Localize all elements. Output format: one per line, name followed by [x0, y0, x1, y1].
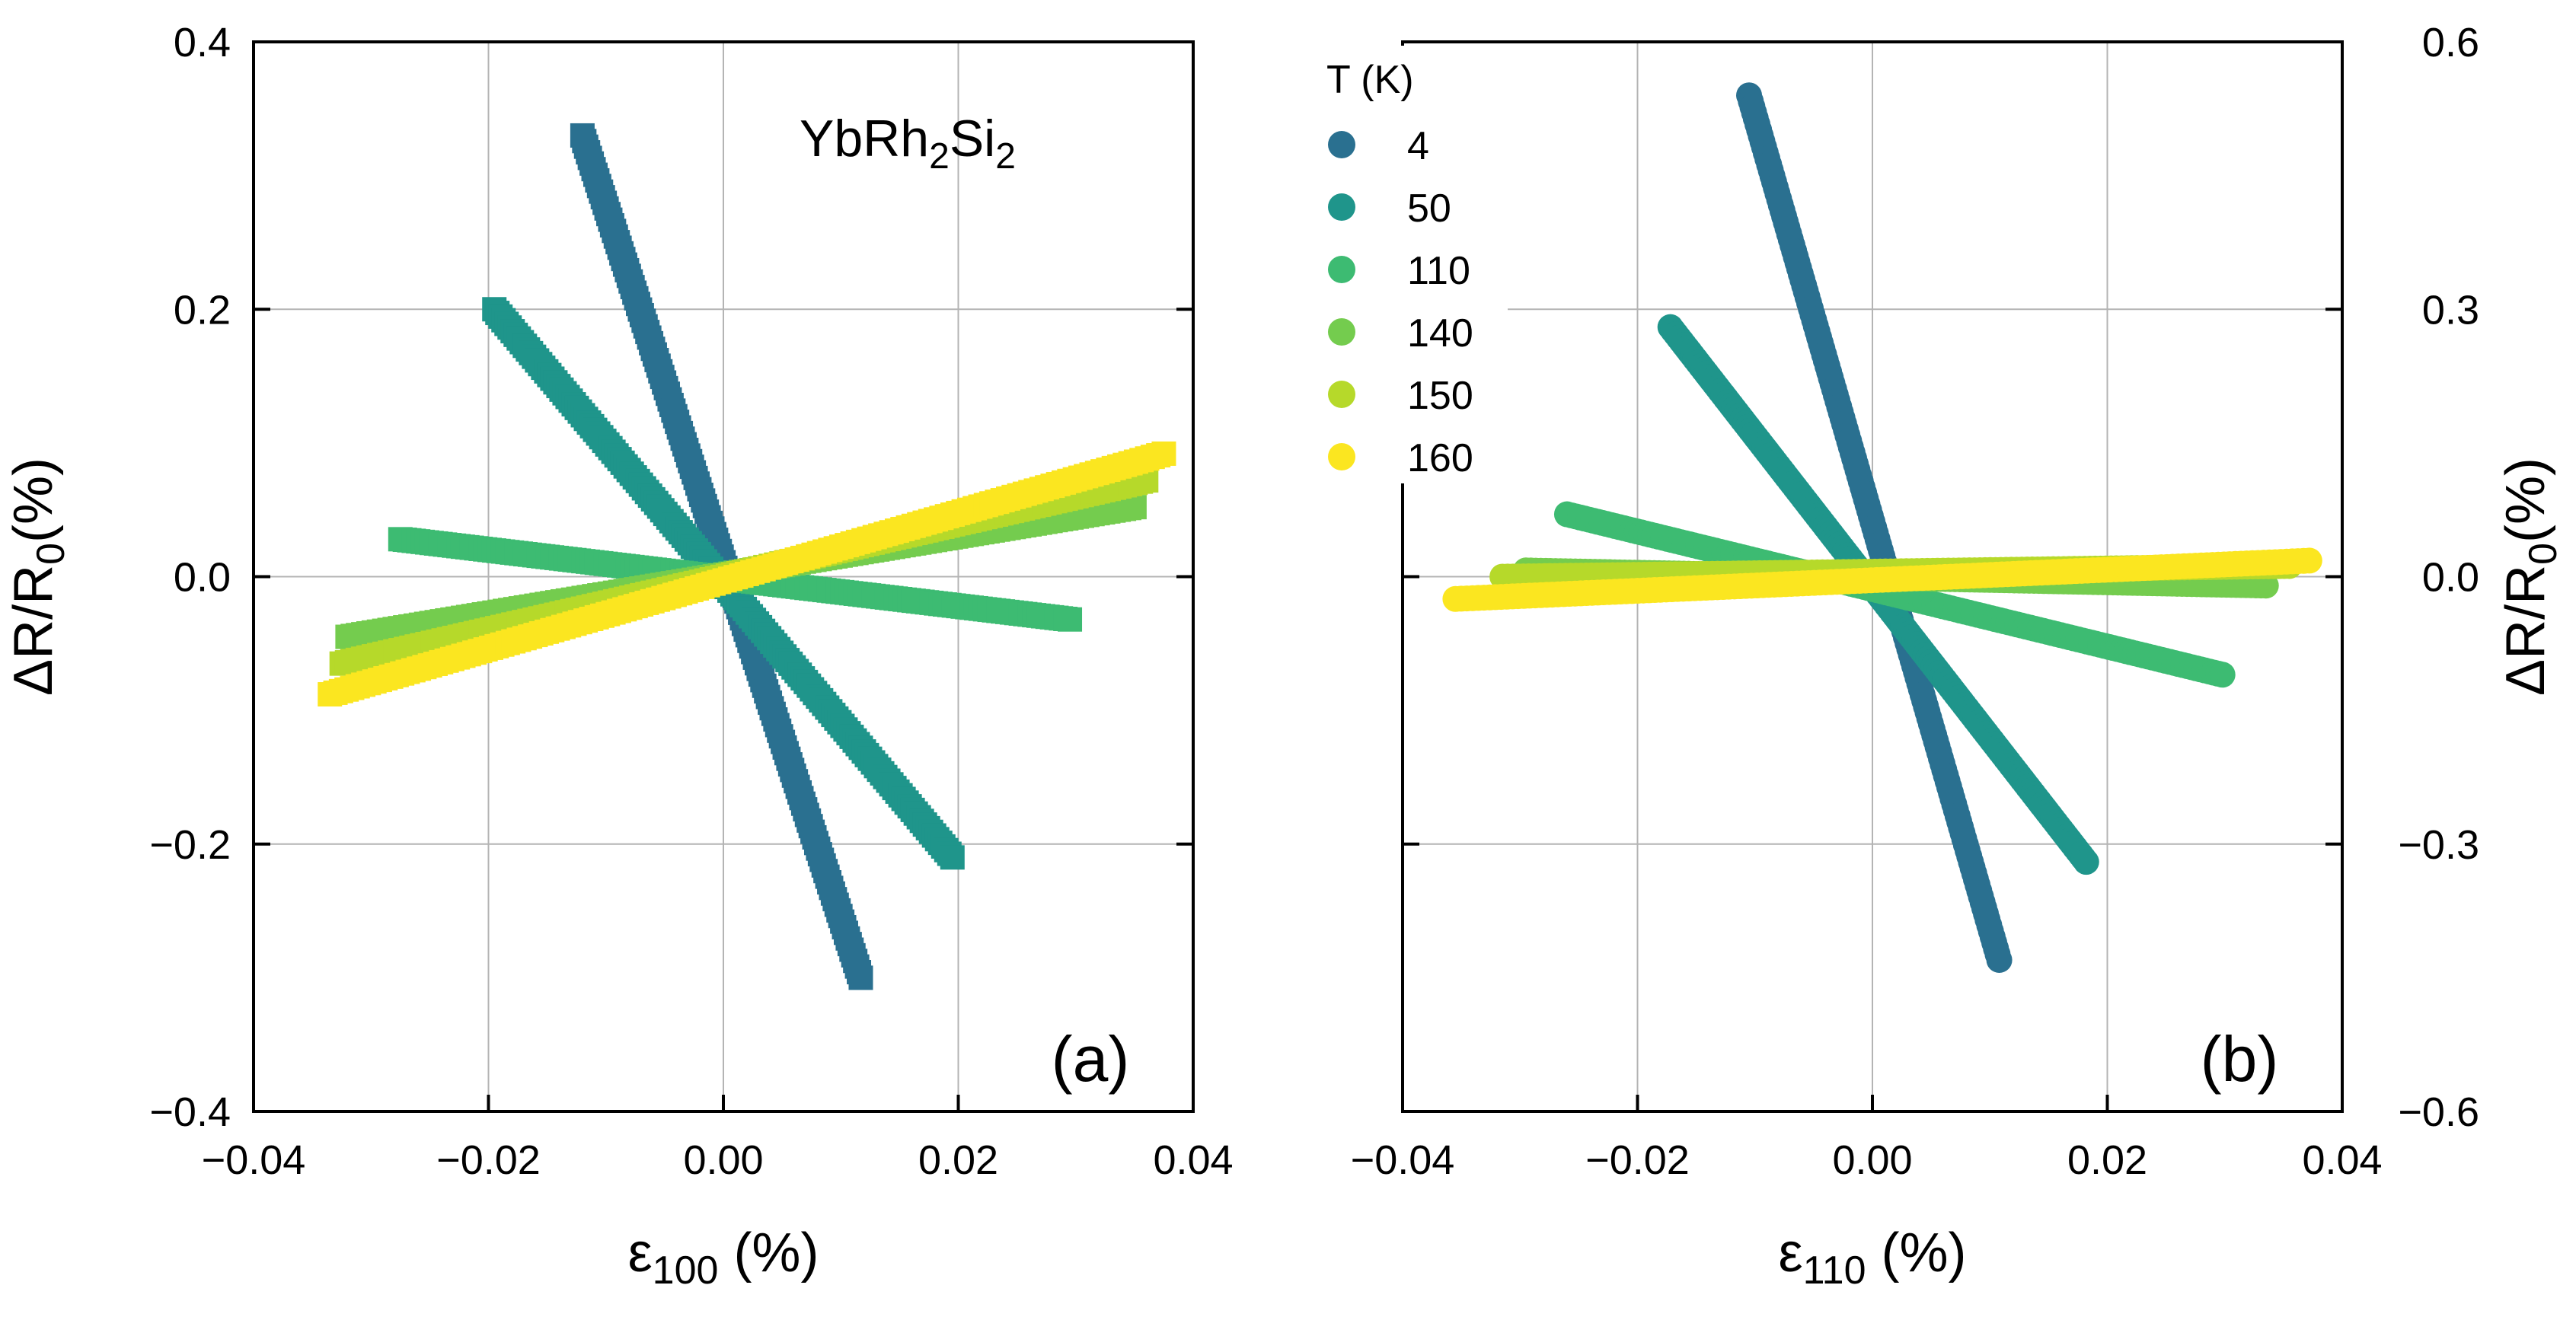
- y-axis-title-b: ΔR/R0(%): [2495, 458, 2565, 696]
- y-tick-label: 0.3: [2422, 287, 2479, 333]
- legend-marker: [1328, 193, 1355, 221]
- legend-entry: 110: [1328, 249, 1470, 293]
- series-160: [318, 441, 1176, 707]
- x-axis-title-a: ε100 (%): [628, 1223, 819, 1293]
- legend-marker: [1328, 443, 1355, 470]
- panel-label-b: (b): [2201, 1023, 2279, 1095]
- legend-label: 140: [1407, 311, 1473, 356]
- data-point: [1122, 495, 1147, 520]
- y-tick-label: −0.3: [2398, 822, 2479, 868]
- legend-background: [1294, 46, 1508, 483]
- series-50: [482, 297, 965, 870]
- y-tick-label: 0.4: [174, 20, 231, 65]
- y-tick-label: −0.4: [149, 1089, 231, 1135]
- y-tick-label: 0.0: [174, 555, 231, 601]
- y-tick-label: −0.2: [149, 822, 231, 868]
- panel-a: −0.04 −0.02 0.00 0.02 0.04−0.4−0.20.00.20.4 …: [3, 20, 1234, 1293]
- legend-label: 150: [1407, 374, 1473, 418]
- panel-b: −0.04 −0.02 0.00 0.02 0.04−0.6−0.30.00.30.6 …: [1351, 20, 2565, 1293]
- data-point: [2209, 662, 2236, 688]
- y-tick-label: 0.6: [2422, 20, 2479, 65]
- legend-entries: 4 50 110 140 150 160: [1328, 124, 1473, 480]
- y-tick-label: 0.2: [174, 287, 231, 333]
- data-points-a: [318, 123, 1176, 990]
- data-points-b: [1442, 82, 2322, 973]
- series-160: [1442, 547, 2322, 612]
- x-tick-label: −0.04: [202, 1137, 306, 1183]
- legend-marker: [1328, 131, 1355, 158]
- panel-label-a: (a): [1052, 1023, 1130, 1095]
- ticks-a: −0.04 −0.02 0.00 0.02 0.04 −0.4 −0.2 0.0 0.2 0.4: [149, 20, 1233, 1183]
- legend-label: 160: [1407, 436, 1473, 480]
- legend: T (K) 4 50 110 140 150 160: [1294, 46, 1508, 483]
- legend-entry: 4: [1328, 124, 1429, 168]
- legend-entry: 140: [1328, 311, 1473, 356]
- data-point: [1058, 607, 1083, 632]
- data-point: [1986, 946, 2013, 973]
- compound-label: YbRh2Si2: [800, 110, 1016, 177]
- series-4: [1736, 82, 2013, 973]
- legend-marker: [1328, 381, 1355, 408]
- x-tick-label: −0.02: [436, 1137, 541, 1183]
- legend-label: 4: [1407, 124, 1429, 168]
- legend-marker: [1328, 256, 1355, 283]
- legend-title: T (K): [1326, 58, 1414, 102]
- data-point: [940, 845, 965, 870]
- data-point: [2073, 849, 2099, 875]
- x-tick-label: 0.00: [683, 1137, 763, 1183]
- data-point: [848, 965, 873, 990]
- x-tick-label: 0.02: [2067, 1137, 2147, 1183]
- y-tick-label: −0.6: [2398, 1089, 2479, 1135]
- ticks-b: −0.04 −0.02 0.00 0.02 0.04 −0.6 −0.3 0.0 0.3 0.6: [1351, 20, 2479, 1183]
- x-tick-label: 0.04: [2302, 1137, 2382, 1183]
- y-axis-title-a: ΔR/R0(%): [3, 458, 73, 696]
- legend-entry: 160: [1328, 436, 1473, 480]
- data-point: [1151, 441, 1176, 466]
- x-tick-label: −0.02: [1585, 1137, 1690, 1183]
- legend-entry: 150: [1328, 374, 1473, 418]
- legend-label: 50: [1407, 187, 1451, 231]
- data-point: [2296, 547, 2322, 574]
- legend-entry: 50: [1328, 187, 1451, 231]
- legend-label: 110: [1407, 249, 1470, 293]
- series-50: [1657, 314, 2099, 875]
- x-tick-label: 0.02: [918, 1137, 998, 1183]
- legend-marker: [1328, 318, 1355, 346]
- y-tick-label: 0.0: [2422, 555, 2479, 601]
- x-axis-title-b: ε110 (%): [1779, 1223, 1967, 1293]
- x-tick-label: 0.00: [1832, 1137, 1912, 1183]
- x-tick-label: 0.04: [1153, 1137, 1233, 1183]
- x-tick-label: −0.04: [1351, 1137, 1455, 1183]
